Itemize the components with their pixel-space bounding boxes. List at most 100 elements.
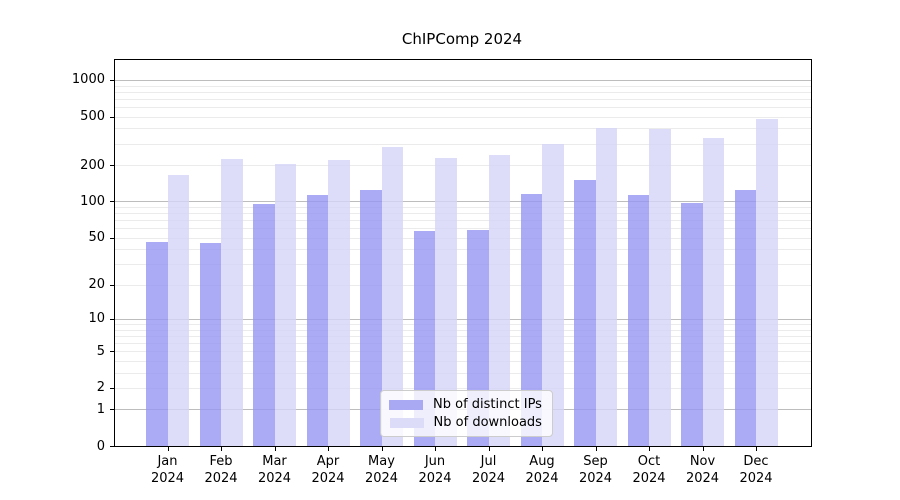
x-tick-mark (756, 446, 757, 451)
gridline-minor (115, 206, 811, 208)
gridline-minor (115, 360, 811, 362)
gridline-minor (115, 165, 811, 166)
bar-downloads-nov (702, 137, 724, 446)
y-tick-mark (110, 165, 115, 166)
x-tick-label-jul: Jul 2024 (471, 454, 506, 486)
bar-downloads-apr (328, 159, 350, 446)
bar-downloads-feb (221, 158, 243, 446)
y-tick-mark (110, 201, 115, 203)
y-tick-label: 500 (80, 109, 105, 125)
bar-distinct-ips-feb (199, 243, 221, 446)
gridline-minor (115, 342, 811, 344)
y-tick-mark (110, 446, 115, 447)
gridline-minor (115, 335, 811, 337)
gridline-minor (115, 264, 811, 266)
legend-label-distinct-ips: Nb of distinct IPs (433, 397, 542, 412)
y-tick-label: 10 (88, 311, 105, 327)
bar-distinct-ips-oct (627, 194, 649, 446)
bar-distinct-ips-nov (681, 203, 703, 446)
x-tick-label-nov: Nov 2024 (685, 454, 720, 486)
bar-distinct-ips-aug (520, 194, 542, 446)
x-tick-mark (274, 446, 276, 451)
x-tick-label-feb: Feb 2024 (204, 454, 238, 486)
plot-area: 0 1 2 5 10 20 50 100 200 500 1000 Jan 2024 Feb 2024 Mar… (72, 59, 812, 486)
y-tick-mark (110, 284, 115, 286)
y-tick-mark (110, 318, 115, 320)
gridline-minor (115, 284, 811, 286)
gridline-minor (115, 237, 811, 239)
bar-distinct-ips-sep (574, 180, 596, 446)
y-tick-mark (110, 116, 115, 118)
x-tick-label-oct: Oct 2024 (632, 454, 666, 486)
x-tick-label-mar: Mar 2024 (257, 454, 292, 486)
x-tick-label-aug: Aug 2024 (525, 454, 559, 486)
gridline-minor (115, 324, 811, 325)
bar-downloads-mar (274, 164, 296, 446)
y-tick-label: 50 (88, 230, 105, 246)
chart-title: ChIPComp 2024 (401, 30, 523, 48)
gridline-major (115, 318, 811, 320)
bar-distinct-ips-apr (306, 194, 328, 446)
bar-downloads-dec (756, 119, 778, 446)
legend-swatch-distinct-ips (389, 399, 423, 410)
gridline-minor (115, 98, 811, 100)
bar-distinct-ips-dec (734, 190, 756, 446)
gridline-minor (115, 372, 811, 374)
y-tick-label: 1000 (71, 72, 105, 88)
bar-downloads-jun (435, 158, 457, 446)
legend-item-downloads: Nb of downloads (389, 415, 542, 430)
gridline-major (115, 79, 811, 81)
legend: Nb of distinct IPs Nb of downloads (380, 390, 553, 437)
x-tick-label-jun: Jun 2024 (418, 454, 452, 486)
y-tick-mark (110, 79, 115, 81)
bar-downloads-aug (542, 143, 564, 446)
gridline-minor (115, 128, 811, 130)
gridline-minor (115, 329, 811, 331)
bar-distinct-ips-may (360, 189, 382, 446)
bar-downloads-may (381, 147, 403, 446)
gridline-minor (115, 85, 811, 87)
bar-downloads-jan (167, 175, 189, 446)
y-tick-mark (110, 237, 115, 239)
x-tick-label-apr: Apr 2024 (311, 454, 345, 486)
x-tick-label-jan: Jan 2024 (150, 454, 185, 486)
x-tick-mark (702, 446, 704, 451)
x-tick-mark (328, 446, 329, 451)
x-tick-mark (221, 446, 222, 451)
gridline-minor (115, 106, 811, 108)
gridline-minor (115, 213, 811, 215)
bar-downloads-oct (649, 129, 671, 446)
y-tick-label: 0 (96, 438, 105, 454)
legend-label-downloads: Nb of downloads (433, 415, 542, 430)
bar-distinct-ips-mar (253, 204, 275, 446)
x-tick-mark (381, 446, 383, 451)
x-tick-label-dec: Dec 2024 (739, 454, 773, 486)
x-tick-label-may: May 2024 (364, 454, 399, 486)
x-tick-mark (488, 446, 490, 451)
y-tick-mark (110, 409, 115, 411)
legend-swatch-downloads (389, 417, 424, 428)
bar-distinct-ips-jan (146, 242, 168, 446)
y-tick-label: 20 (88, 277, 105, 293)
y-tick-label: 1 (96, 401, 105, 417)
y-tick-label: 5 (96, 343, 105, 359)
y-tick-mark (110, 351, 115, 353)
x-tick-label-sep: Sep 2024 (578, 454, 613, 486)
gridline-minor (115, 249, 811, 251)
y-tick-mark (110, 387, 115, 389)
gridline-minor (115, 116, 811, 118)
gridline-minor (115, 143, 811, 145)
gridline-minor (115, 351, 811, 353)
gridline-major (115, 201, 811, 203)
bar-downloads-sep (595, 127, 617, 446)
y-tick-label: 100 (80, 193, 105, 209)
gridline-minor (115, 387, 811, 389)
x-tick-mark (167, 446, 169, 451)
gridline-minor (115, 220, 811, 222)
x-tick-mark (542, 446, 543, 451)
x-tick-mark (595, 446, 597, 451)
x-tick-mark (435, 446, 436, 451)
legend-item-distinct-ips: Nb of distinct IPs (389, 397, 542, 412)
bar-downloads-jul (488, 155, 510, 446)
